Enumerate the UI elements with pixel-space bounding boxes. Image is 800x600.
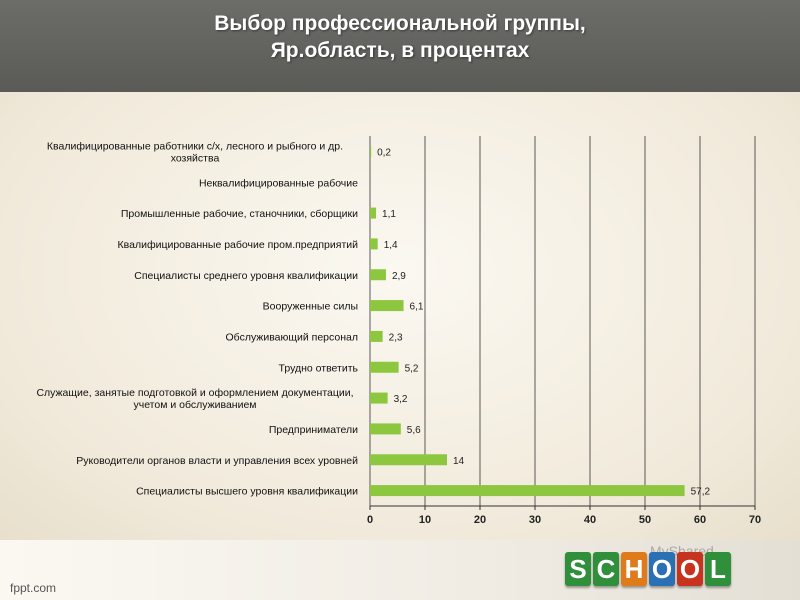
data-label-3: 1,1 xyxy=(382,209,396,220)
data-label-10: 5,6 xyxy=(407,425,421,436)
category-label-6: Вооруженные силы xyxy=(263,301,358,313)
category-label-line: хозяйства xyxy=(171,152,220,164)
logo-tile-3: H xyxy=(621,552,647,586)
bar-7 xyxy=(370,330,383,342)
category-label-line: Служащие, занятые подготовкой и оформлен… xyxy=(36,387,353,399)
category-label-8: Трудно ответить xyxy=(279,362,359,374)
logo-tile-5: O xyxy=(677,552,703,586)
bar-6 xyxy=(370,300,404,312)
slide-title: Выбор профессиональной группы, Яр.област… xyxy=(0,10,800,64)
category-label-2: Неквалифицированные рабочие xyxy=(199,177,358,189)
data-label-8: 5,2 xyxy=(405,363,419,374)
category-label-4: Квалифицированные рабочие пром.предприят… xyxy=(118,239,359,251)
data-label-4: 1,4 xyxy=(384,240,398,251)
data-label-12: 57,2 xyxy=(691,487,711,498)
category-label-line: Неквалифицированные рабочие xyxy=(199,177,358,189)
category-label-7: Обслуживающий персонал xyxy=(226,331,359,343)
x-tick-label-6: 60 xyxy=(694,514,706,526)
category-label-5: Специалисты среднего уровня квалификации xyxy=(134,270,358,282)
category-label-12: Специалисты высшего уровня квалификации xyxy=(136,486,358,498)
category-label-line: Квалифицированные работники с/х, лесного… xyxy=(47,140,343,152)
category-label-line: Вооруженные силы xyxy=(263,301,358,313)
x-tick-label-0: 0 xyxy=(367,514,373,526)
bar-3 xyxy=(370,207,377,219)
data-label-9: 3,2 xyxy=(394,394,408,405)
bar-11 xyxy=(370,454,447,466)
bar-4 xyxy=(370,238,378,250)
slide-body xyxy=(0,92,800,540)
bar-10 xyxy=(370,423,401,435)
category-label-9: Служащие, занятые подготовкой и оформлен… xyxy=(36,387,353,411)
category-label-line: Промышленные рабочие, станочники, сборщи… xyxy=(121,208,358,220)
data-label-11: 14 xyxy=(453,456,465,467)
category-label-line: Обслуживающий персонал xyxy=(226,331,359,343)
category-label-line: Руководители органов власти и управления… xyxy=(76,455,358,467)
data-label-6: 6,1 xyxy=(410,302,424,313)
bar-1 xyxy=(370,145,372,157)
x-tick-label-1: 10 xyxy=(419,514,431,526)
logo-tile-6: L xyxy=(705,552,731,586)
title-line-2: Яр.область, в процентах xyxy=(270,39,530,62)
bar-12 xyxy=(370,485,685,497)
title-bar xyxy=(0,0,800,92)
x-tick-label-5: 50 xyxy=(639,514,651,526)
data-label-5: 2,9 xyxy=(392,271,406,282)
category-label-line: Специалисты высшего уровня квалификации xyxy=(136,486,358,498)
category-label-line: Трудно ответить xyxy=(279,362,359,374)
bar-9 xyxy=(370,392,388,404)
category-label-line: Квалифицированные рабочие пром.предприят… xyxy=(118,239,359,251)
footer-site-text: fppt.com xyxy=(10,581,57,595)
title-line-1: Выбор профессиональной группы, xyxy=(214,12,586,35)
data-label-1: 0,2 xyxy=(377,147,391,158)
x-tick-label-3: 30 xyxy=(529,514,541,526)
bar-5 xyxy=(370,269,386,281)
data-label-7: 2,3 xyxy=(389,332,403,343)
category-label-10: Предприниматели xyxy=(269,424,358,436)
x-tick-label-7: 70 xyxy=(749,514,761,526)
bar-8 xyxy=(370,361,399,373)
category-label-line: Предприниматели xyxy=(269,424,358,436)
logo-tile-2: C xyxy=(593,552,619,586)
x-tick-label-2: 20 xyxy=(474,514,486,526)
x-tick-label-4: 40 xyxy=(584,514,596,526)
category-label-1: Квалифицированные работники с/х, лесного… xyxy=(47,140,343,164)
logo-tile-4: O xyxy=(649,552,675,586)
category-label-line: учетом и обслуживанием xyxy=(133,399,256,411)
category-label-11: Руководители органов власти и управления… xyxy=(76,455,358,467)
logo-tile-1: S xyxy=(565,552,591,586)
category-label-3: Промышленные рабочие, станочники, сборщи… xyxy=(121,208,358,220)
category-label-line: Специалисты среднего уровня квалификации xyxy=(134,270,358,282)
